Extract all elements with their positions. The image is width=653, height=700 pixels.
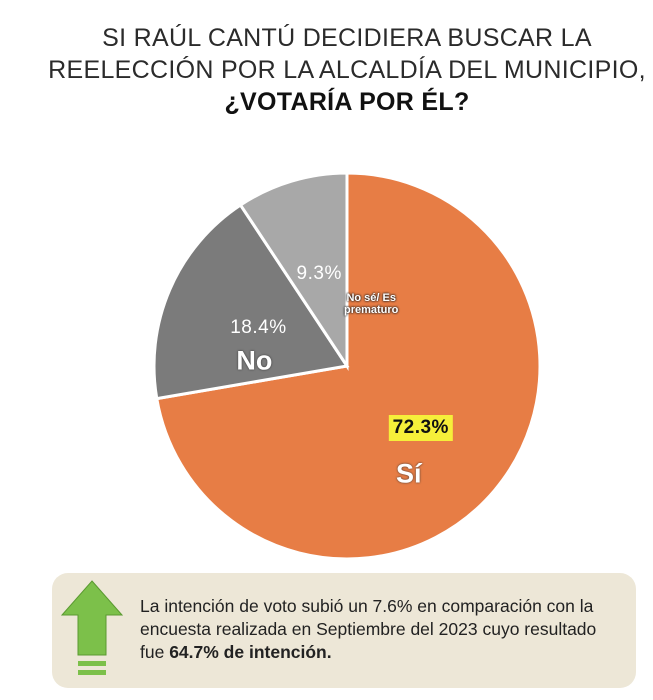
- note-box: La intención de voto subió un 7.6% en co…: [52, 573, 636, 688]
- pie-chart: [152, 171, 542, 561]
- value-label: 18.4%: [230, 316, 287, 338]
- up-arrow-icon: [60, 580, 124, 675]
- note-bold: 64.7% de intención.: [169, 642, 332, 662]
- title-question: ¿VOTARÍA POR ÉL?: [224, 88, 470, 116]
- note-text: La intención de voto subió un 7.6% en co…: [140, 595, 620, 664]
- category-label: Sí: [396, 458, 422, 489]
- category-label: No sé/ Es prematuro: [344, 291, 399, 316]
- title-line: SI RAÚL CANTÚ DECIDIERA BUSCAR LA: [102, 24, 592, 52]
- note-body: La intención de voto subió un 7.6% en co…: [140, 596, 597, 662]
- pie-slice: [238, 171, 349, 371]
- value-label: 72.3%: [388, 415, 453, 442]
- title-line: REELECCIÓN POR LA ALCALDÍA DEL MUNICIPIO…: [48, 56, 646, 84]
- pie-slice: [152, 202, 350, 401]
- category-label: No: [236, 345, 273, 376]
- value-label: 9.3%: [296, 262, 342, 284]
